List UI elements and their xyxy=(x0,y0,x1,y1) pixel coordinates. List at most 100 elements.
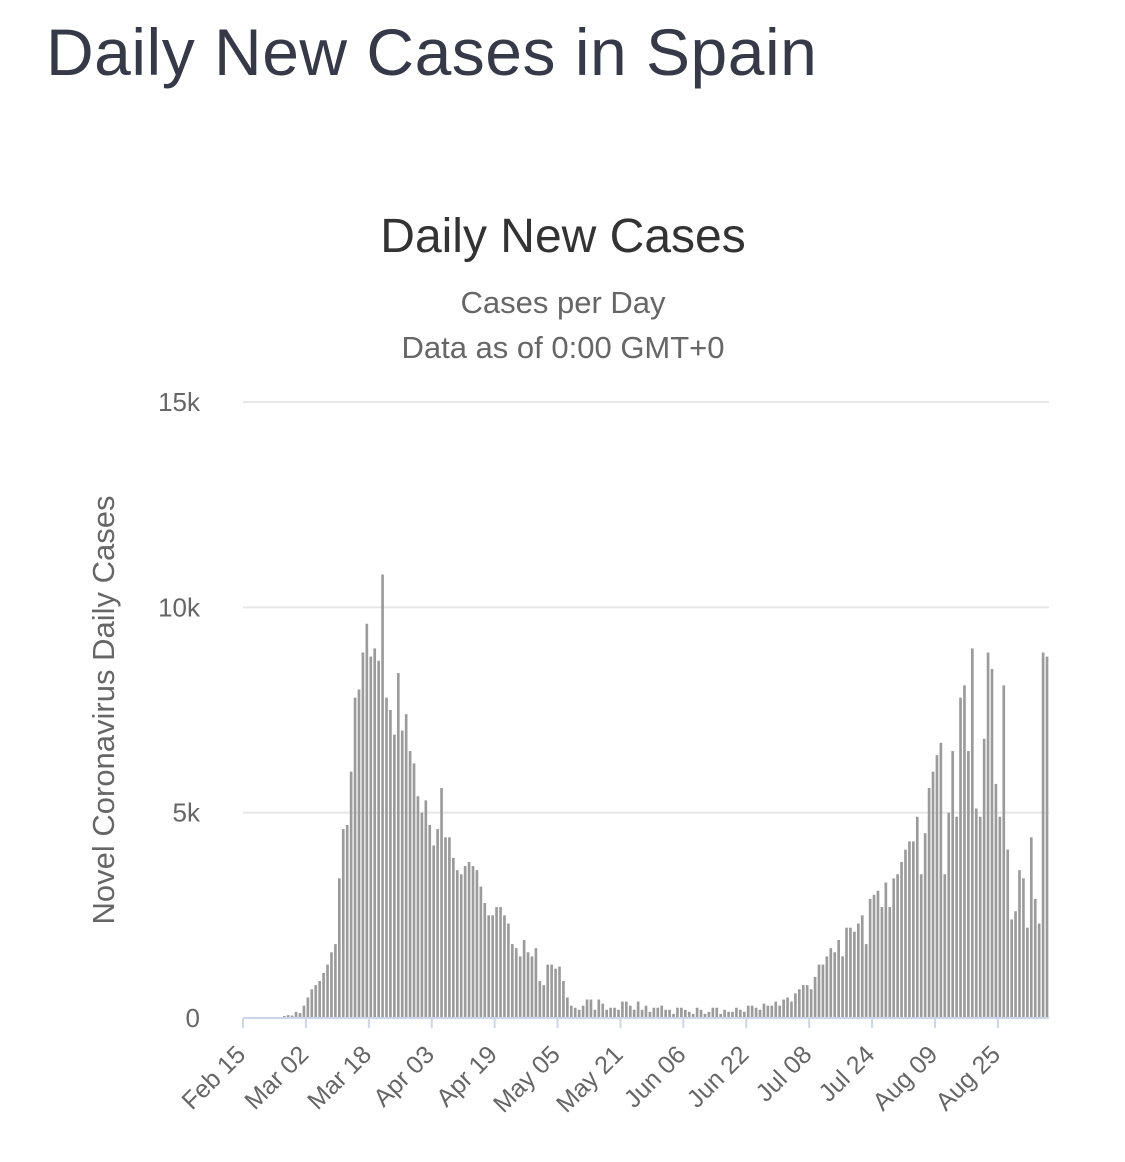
bar xyxy=(998,816,1002,1018)
bar xyxy=(731,1011,734,1018)
bar xyxy=(377,660,380,1018)
bar xyxy=(864,944,868,1018)
bar xyxy=(746,1005,750,1018)
bar xyxy=(691,1013,695,1018)
bar xyxy=(817,964,821,1018)
bar xyxy=(448,837,451,1018)
bar xyxy=(530,956,534,1018)
bar xyxy=(1041,652,1045,1018)
bar xyxy=(573,1007,577,1018)
bar xyxy=(585,999,589,1018)
bar xyxy=(562,981,565,1018)
bar xyxy=(617,1009,620,1018)
bar xyxy=(896,874,899,1018)
bar xyxy=(416,796,420,1018)
bar xyxy=(306,997,310,1018)
x-tick-label: May 05 xyxy=(488,1040,566,1118)
bar xyxy=(601,1003,605,1018)
bar xyxy=(794,993,797,1018)
bar xyxy=(825,956,829,1018)
y-axis-ticks: 0 5k 10k 15k xyxy=(158,387,201,1033)
bar xyxy=(381,574,384,1018)
bar xyxy=(1010,919,1013,1018)
y-axis-label: Novel Coronavirus Daily Cases xyxy=(86,496,121,925)
bar xyxy=(428,824,432,1018)
bar xyxy=(526,952,530,1018)
bar xyxy=(915,816,919,1018)
bar xyxy=(876,890,880,1018)
bar xyxy=(856,923,860,1018)
bar xyxy=(503,915,506,1018)
bar xyxy=(986,652,990,1018)
bar xyxy=(408,751,412,1018)
bar xyxy=(790,1001,793,1018)
chart-subtitle-line-1: Cases per Day xyxy=(460,285,666,320)
bar xyxy=(290,1015,294,1018)
bar xyxy=(849,927,852,1018)
bar xyxy=(982,738,986,1018)
bar xyxy=(951,751,955,1018)
bar xyxy=(853,931,856,1018)
bar xyxy=(385,697,388,1018)
bar xyxy=(302,1005,306,1018)
bar xyxy=(613,1007,616,1018)
bar xyxy=(326,964,329,1018)
bar xyxy=(566,997,569,1018)
bar xyxy=(322,972,325,1018)
bar xyxy=(636,1001,640,1018)
bar xyxy=(841,956,844,1018)
x-tick-label: Jun 06 xyxy=(619,1040,692,1113)
bar xyxy=(872,894,876,1018)
bar xyxy=(507,923,510,1018)
bar xyxy=(750,1005,754,1018)
bar xyxy=(970,648,974,1018)
x-tick-label: May 21 xyxy=(551,1040,629,1118)
bar xyxy=(483,903,487,1018)
bar xyxy=(656,1007,660,1018)
bar xyxy=(774,1001,778,1018)
bar xyxy=(680,1007,683,1018)
bar xyxy=(546,964,550,1018)
bar xyxy=(393,734,396,1018)
x-tick-label: Feb 15 xyxy=(176,1040,251,1115)
bar xyxy=(632,1009,636,1018)
bar xyxy=(742,1011,746,1018)
bar xyxy=(1002,685,1006,1018)
bar xyxy=(699,1009,703,1018)
bar xyxy=(770,1005,774,1018)
bar xyxy=(1033,898,1037,1018)
bar xyxy=(353,697,357,1018)
bar xyxy=(569,1005,573,1018)
bar xyxy=(432,845,436,1018)
bar xyxy=(711,1007,715,1018)
page-title: Daily New Cases in Spain xyxy=(46,15,818,89)
bar xyxy=(310,989,314,1018)
bar xyxy=(522,939,526,1018)
bar xyxy=(758,1009,762,1018)
bar xyxy=(868,898,872,1018)
bar xyxy=(491,915,494,1018)
bar xyxy=(514,948,518,1018)
bar xyxy=(471,866,475,1018)
bar xyxy=(542,985,546,1018)
bar xyxy=(888,907,892,1018)
x-tick-label: Aug 09 xyxy=(867,1040,943,1116)
bar xyxy=(947,812,951,1018)
bar xyxy=(282,1015,286,1018)
bar xyxy=(581,1005,585,1018)
bar xyxy=(436,829,439,1018)
bar xyxy=(605,1009,609,1018)
bar xyxy=(672,1013,675,1018)
bar xyxy=(845,927,848,1018)
bar xyxy=(648,1011,652,1018)
bar xyxy=(294,1011,298,1018)
bar xyxy=(959,697,962,1018)
x-tick-label: Mar 18 xyxy=(302,1040,377,1115)
bar xyxy=(829,948,833,1018)
bar xyxy=(687,1011,691,1018)
bar xyxy=(330,952,333,1018)
x-tick-label: Aug 25 xyxy=(930,1040,1006,1116)
bar xyxy=(373,648,377,1018)
